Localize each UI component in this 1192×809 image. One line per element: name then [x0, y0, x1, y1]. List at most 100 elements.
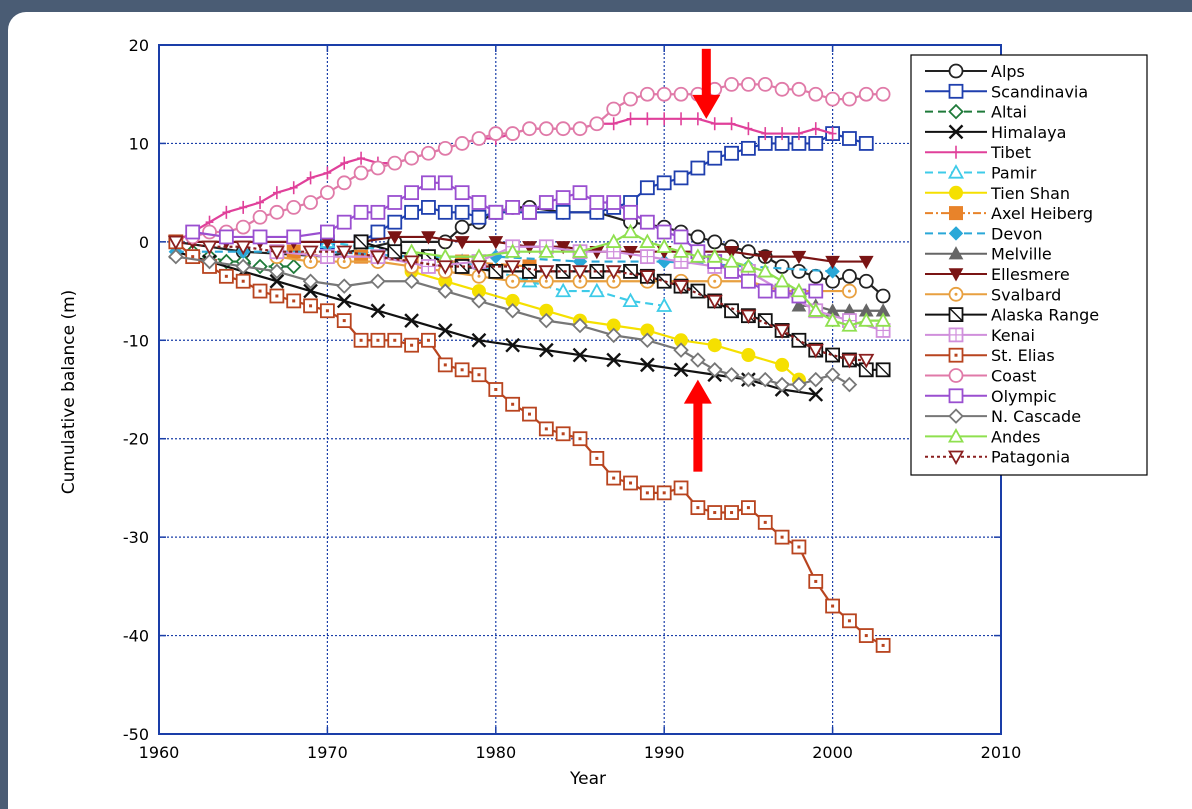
data-point: [825, 347, 840, 363]
x-tick-label: 2000: [812, 743, 853, 762]
data-point: [656, 175, 672, 191]
data-point: [488, 204, 504, 220]
data-point: [774, 81, 790, 97]
legend-entry: Axel Heiberg: [925, 204, 1093, 223]
data-point: [303, 195, 318, 210]
data-point: [572, 185, 588, 201]
data-point: [656, 297, 673, 312]
data-point: [706, 248, 723, 263]
data-point: [623, 263, 638, 279]
data-point: [690, 500, 706, 516]
data-point: [538, 421, 554, 437]
data-point: [639, 86, 655, 102]
data-point: [437, 204, 453, 220]
data-point: [825, 264, 840, 279]
data-point: [673, 280, 690, 295]
data-point: [404, 204, 420, 220]
data-point: [791, 539, 807, 555]
series-line: [411, 270, 800, 381]
y-tick-label: -20: [123, 430, 149, 449]
data-point: [639, 485, 655, 501]
data-point: [774, 272, 791, 288]
data-point: [673, 86, 689, 102]
data-point: [538, 312, 555, 329]
data-point: [403, 243, 420, 258]
data-point: [693, 112, 702, 126]
data-point: [522, 204, 537, 220]
data-point: [404, 185, 420, 201]
legend-label: Axel Heiberg: [991, 204, 1093, 223]
data-point: [454, 362, 470, 378]
data-point: [744, 122, 753, 136]
data-point: [808, 283, 824, 299]
data-point: [470, 260, 487, 275]
x-axis-label: Year: [569, 769, 606, 789]
data-point: [421, 231, 436, 245]
data-point: [639, 233, 656, 248]
data-point: [947, 450, 965, 466]
data-point: [289, 181, 298, 195]
data-point: [842, 613, 857, 629]
y-tick-label: -50: [123, 725, 149, 744]
data-point: [948, 246, 964, 260]
series-line: [175, 240, 867, 362]
data-point: [387, 231, 403, 245]
data-point: [623, 204, 638, 220]
data-point: [421, 175, 436, 191]
data-point: [842, 268, 857, 284]
data-point: [673, 170, 689, 186]
data-point: [757, 263, 774, 278]
data-point: [741, 140, 756, 156]
data-point: [505, 337, 520, 353]
data-point: [421, 200, 436, 215]
data-point: [421, 145, 436, 161]
data-point: [606, 470, 622, 486]
data-point: [252, 258, 268, 275]
data-point: [707, 505, 723, 520]
data-point: [948, 368, 964, 383]
legend-label: Tien Shan: [990, 184, 1070, 203]
data-point: [761, 127, 770, 141]
data-point: [707, 150, 723, 166]
data-point: [286, 229, 302, 245]
data-point: [269, 263, 285, 280]
grid-layer: [159, 45, 1001, 734]
data-point: [807, 344, 824, 359]
data-point: [949, 206, 963, 221]
data-point: [403, 255, 420, 270]
data-point: [454, 219, 470, 235]
data-point: [790, 282, 807, 298]
legend-label: Pamir: [991, 164, 1037, 183]
data-point: [791, 263, 807, 279]
legend-entry: Alaska Range: [925, 306, 1099, 325]
data-point: [488, 126, 504, 141]
legend-label: Patagonia: [991, 448, 1070, 467]
data-point: [606, 352, 622, 368]
data-point: [639, 332, 656, 349]
data-point: [404, 337, 420, 353]
data-point: [387, 155, 403, 171]
data-point: [842, 131, 857, 146]
data-point: [421, 259, 436, 274]
data-point: [387, 332, 403, 348]
data-point: [795, 127, 803, 141]
data-point: [387, 195, 403, 210]
data-point: [858, 255, 874, 270]
legend-entry: Pamir: [925, 164, 1037, 183]
data-point: [538, 342, 554, 358]
data-point: [757, 283, 773, 299]
data-point: [947, 428, 965, 443]
legend-entry: Andes: [925, 427, 1040, 446]
legend-label: Andes: [991, 427, 1040, 446]
legend-label: Svalbard: [991, 285, 1061, 304]
data-point: [673, 362, 689, 378]
data-point: [588, 282, 605, 298]
data-point: [948, 347, 964, 363]
data-point: [522, 406, 537, 422]
data-point: [437, 175, 453, 191]
data-point: [858, 86, 874, 102]
data-point: [286, 200, 302, 215]
data-point: [727, 117, 736, 131]
data-point: [689, 248, 706, 263]
